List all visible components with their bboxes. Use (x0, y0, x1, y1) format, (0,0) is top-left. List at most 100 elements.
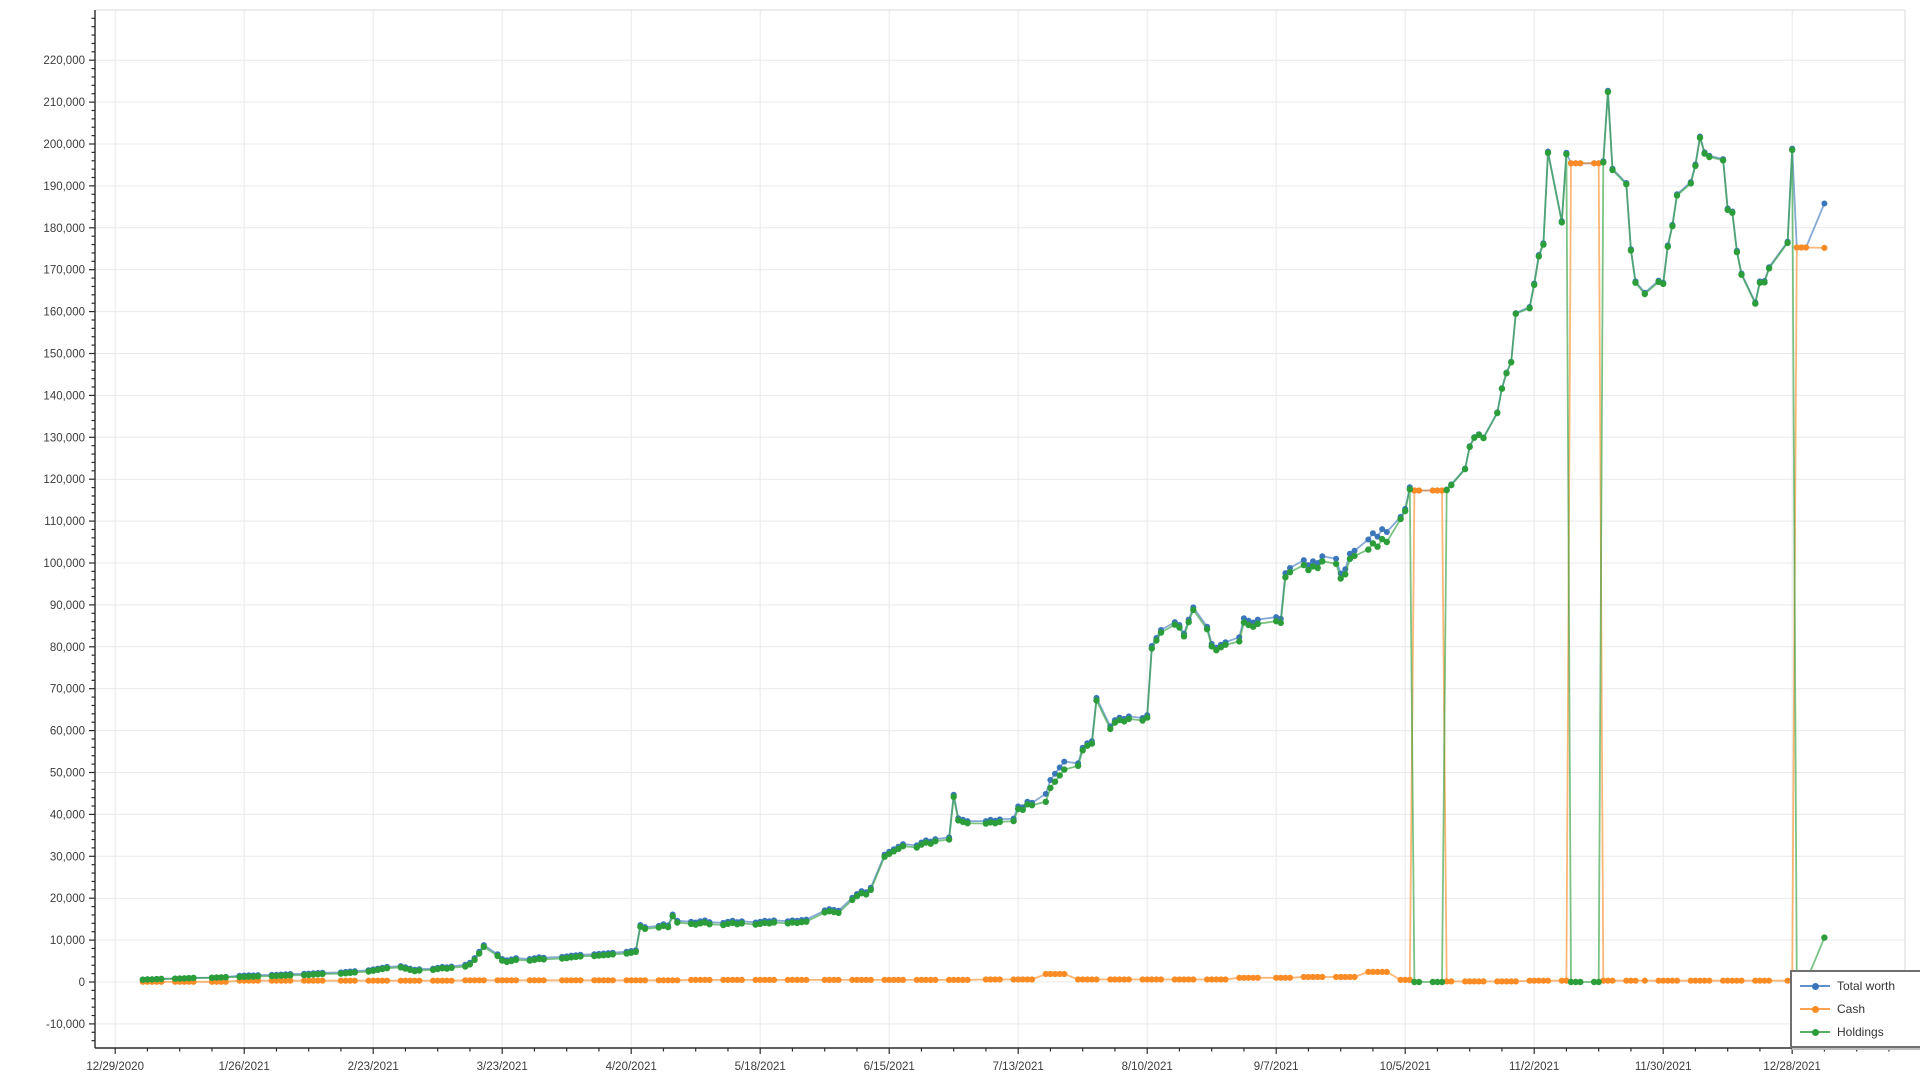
holdings-series-point (853, 892, 861, 900)
holdings-series-point (1480, 434, 1487, 442)
cash-series-point (1342, 973, 1349, 981)
cash-series-point (1687, 977, 1694, 984)
y-axis-tick-label: 20,000 (50, 893, 85, 905)
cash-series-point (1093, 976, 1100, 983)
cash-series-point (508, 977, 515, 984)
holdings-series-point (448, 964, 455, 971)
holdings-series-point (1319, 558, 1326, 565)
y-axis-tick-label: 90,000 (50, 600, 85, 612)
cash-series-point (692, 976, 699, 984)
holdings-series-point (1213, 647, 1220, 654)
holdings-series-point (1623, 181, 1630, 188)
holdings-series-point (1374, 543, 1381, 550)
holdings-series-point (254, 973, 262, 980)
cash-series-point (1111, 976, 1118, 983)
holdings-series-point (1153, 637, 1160, 644)
y-axis-tick-label: 200,000 (43, 139, 85, 151)
cash-series-point (761, 976, 768, 984)
cash-series-point (982, 976, 990, 983)
cash-series-point (1369, 968, 1376, 976)
cash-series-point (1526, 977, 1533, 984)
holdings-series-point (568, 954, 575, 961)
cash-series-point (959, 976, 967, 984)
cash-series-point (282, 977, 289, 984)
holdings-series-point (1180, 633, 1188, 640)
cash-series-point (1333, 973, 1340, 981)
cash-series-point (964, 976, 971, 984)
cash-series-point (494, 977, 501, 984)
cash-series-point (448, 977, 455, 984)
holdings-series-point (945, 836, 953, 843)
cash-series-point (1217, 976, 1224, 983)
cash-series-point (849, 976, 856, 984)
holdings-series-point (964, 820, 971, 827)
cash-series-point (1706, 977, 1713, 984)
cash-series-point (1756, 977, 1763, 984)
holdings-series-point (996, 818, 1003, 826)
cash-series-point (1572, 160, 1579, 167)
holdings-series-point (1139, 717, 1146, 724)
cash-series-point (278, 977, 285, 984)
cash-marker-icon (1800, 1004, 1830, 1014)
cash-series-point (1508, 978, 1515, 985)
holdings-series-point (987, 819, 994, 826)
holdings-series-point (1821, 934, 1828, 941)
cash-series-point (858, 976, 865, 984)
cash-series-point (1604, 977, 1611, 984)
cash-series-point (1157, 976, 1165, 983)
y-axis-tick-label: 80,000 (50, 642, 85, 654)
holdings-series-point (342, 970, 349, 977)
cash-series-point (1402, 976, 1409, 984)
cash-series-point (660, 977, 667, 984)
cash-series-point (1512, 978, 1519, 985)
cash-series-point (370, 977, 377, 984)
holdings-series-point (950, 793, 957, 800)
cash-series-point (899, 976, 907, 984)
cash-series-point (1125, 976, 1132, 983)
holdings-series-point (1148, 645, 1156, 652)
holdings-series-point (1756, 279, 1764, 286)
cash-series-point (536, 977, 543, 984)
cash-series-point (688, 976, 695, 984)
cash-series-point (1084, 976, 1091, 983)
cash-series-point (1724, 977, 1731, 984)
holdings-series-point (1595, 978, 1602, 986)
cash-series-point (310, 977, 317, 984)
cash-series-point (1784, 977, 1791, 984)
cash-series-point (674, 977, 681, 984)
cash-series-point (641, 977, 649, 984)
cash-series-point (830, 976, 838, 984)
cash-series-point (913, 976, 920, 984)
holdings-series-point (1300, 561, 1308, 569)
cash-series-point (1047, 970, 1054, 978)
cash-series-point (1015, 976, 1022, 983)
holdings-series-point (863, 891, 870, 898)
holdings-series-point (1369, 540, 1377, 547)
cash-series-point (531, 977, 538, 984)
cash-series-point (526, 977, 533, 984)
holdings-series-point (1236, 638, 1243, 645)
holdings-series-point (319, 970, 326, 978)
x-axis-tick-label: 5/18/2021 (735, 1061, 786, 1073)
cash-series-point (628, 977, 635, 984)
cash-series-point (1673, 977, 1681, 984)
cash-series-point (218, 978, 225, 985)
holdings-series-point (609, 951, 616, 958)
cash-series-point (1121, 976, 1128, 983)
cash-series-point (342, 977, 349, 984)
holdings-series-point (1540, 241, 1547, 248)
cash-series-point (572, 977, 580, 984)
holdings-series-point (1282, 574, 1289, 581)
cash-series-point (1738, 977, 1745, 984)
holdings-series-point (1337, 575, 1344, 582)
holdings-series-point (1604, 88, 1612, 96)
holdings-series-point (881, 853, 888, 860)
cash-series-point (379, 977, 386, 984)
holdings-series-point (287, 972, 294, 979)
holdings-series-point (1250, 623, 1257, 630)
holdings-series-point (1042, 798, 1050, 805)
holdings-series-point (1438, 978, 1446, 986)
holdings-series-point (1203, 626, 1211, 633)
cash-series-point (397, 977, 404, 984)
holdings-series-point (181, 975, 188, 982)
